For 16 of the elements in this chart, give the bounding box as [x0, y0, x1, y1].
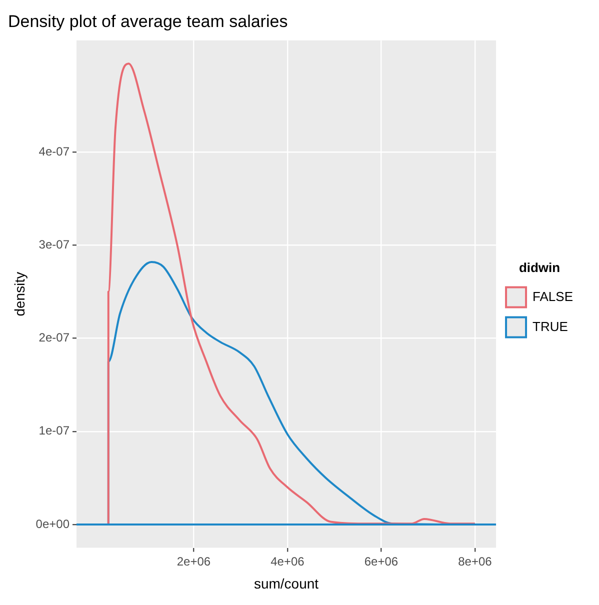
- legend-label: FALSE: [532, 288, 574, 304]
- x-axis-title: sum/count: [254, 575, 319, 592]
- chart-title: Density plot of average team salaries: [8, 12, 288, 31]
- legend-label: TRUE: [532, 318, 568, 334]
- legend-title: didwin: [518, 260, 560, 275]
- x-tick-label: 4e+06: [270, 554, 305, 568]
- y-tick-label: 1e-07: [38, 424, 70, 438]
- y-tick-label: 0e+00: [36, 516, 70, 531]
- y-axis-title: density: [11, 272, 28, 316]
- x-tick-label: 8e+06: [458, 554, 492, 568]
- line-series: [107, 62, 476, 526]
- y-tick-label: 2e-07: [38, 330, 70, 345]
- x-tick-label: 2e+06: [176, 554, 211, 568]
- y-tick-label: 4e-07: [38, 144, 70, 158]
- x-tick-label: 6e+06: [364, 554, 398, 568]
- y-tick-label: 3e-07: [38, 238, 70, 252]
